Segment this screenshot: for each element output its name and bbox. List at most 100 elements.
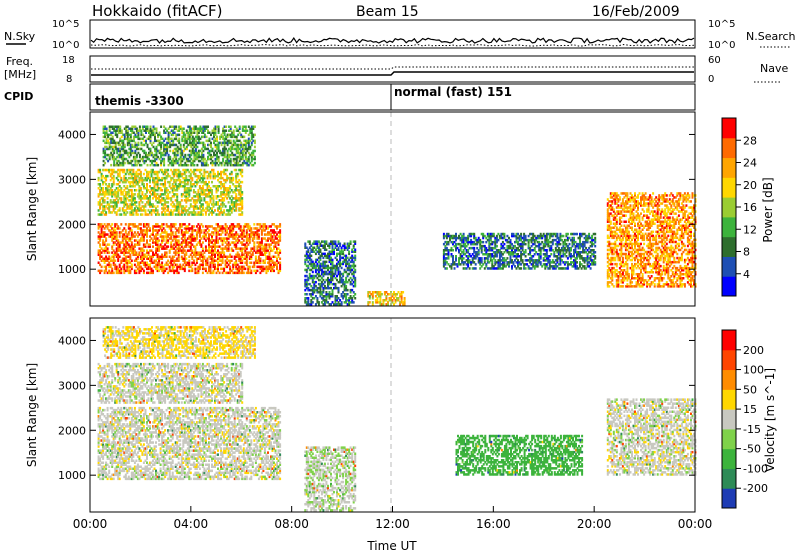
data-cell — [259, 265, 262, 269]
data-cell — [205, 161, 208, 165]
data-cell — [196, 141, 199, 145]
data-cell — [138, 172, 141, 176]
data-cell — [147, 225, 150, 228]
data-cell — [279, 265, 282, 269]
data-cell — [108, 183, 111, 186]
data-cell — [171, 263, 174, 267]
data-cell — [256, 231, 259, 234]
data-cell — [183, 183, 186, 186]
data-cell — [97, 269, 100, 273]
data-cell — [114, 133, 117, 137]
data-cell — [142, 233, 145, 236]
data-cell — [99, 239, 102, 242]
data-cell — [142, 249, 145, 252]
data-cell — [127, 233, 130, 236]
data-cell — [141, 137, 144, 141]
data-cell — [152, 163, 155, 167]
data-cell — [120, 197, 123, 200]
data-cell — [173, 187, 176, 190]
data-cell — [155, 180, 157, 184]
data-cell — [206, 263, 209, 267]
data-cell — [123, 227, 126, 230]
data-cell — [123, 174, 126, 178]
data-cell — [136, 193, 139, 196]
data-cell — [189, 189, 192, 192]
data-cell — [167, 159, 170, 163]
data-cell — [121, 247, 124, 250]
data-cell — [276, 265, 278, 269]
data-cell — [233, 197, 236, 200]
data-cell — [222, 137, 225, 141]
data-cell — [217, 187, 219, 190]
data-cell — [128, 127, 131, 130]
data-cell — [145, 153, 147, 157]
data-cell — [149, 257, 151, 260]
data-cell — [109, 229, 112, 232]
data-cell — [102, 180, 105, 184]
data-cell — [123, 133, 126, 137]
data-cell — [208, 174, 210, 178]
data-cell — [135, 205, 138, 208]
data-cell — [114, 189, 117, 192]
data-cell — [105, 137, 108, 141]
data-cell — [242, 231, 245, 234]
data-cell — [462, 232, 465, 236]
data-cell — [138, 251, 141, 254]
data-cell — [232, 176, 235, 180]
data-cell — [156, 257, 159, 260]
data-cell — [238, 255, 241, 258]
data-cell — [226, 239, 229, 242]
data-cell — [155, 163, 158, 167]
data-cell — [180, 195, 183, 198]
data-cell — [177, 174, 180, 178]
data-cell — [99, 185, 102, 188]
data-cell — [169, 137, 172, 141]
data-cell — [113, 157, 116, 161]
data-cell — [229, 229, 232, 232]
data-cell — [206, 185, 209, 188]
data-cell — [170, 269, 173, 273]
data-cell — [236, 199, 239, 202]
data-cell — [311, 270, 314, 274]
data-cell — [203, 235, 206, 238]
data-cell — [165, 168, 168, 172]
data-cell — [173, 174, 176, 178]
data-cell — [158, 225, 161, 228]
data-cell — [164, 203, 167, 206]
data-cell — [233, 168, 236, 172]
data-cell — [248, 241, 251, 244]
data-cell — [256, 233, 259, 236]
data-cell — [215, 237, 218, 240]
data-cell — [147, 257, 150, 260]
data-cell — [118, 172, 121, 176]
data-cell — [161, 141, 164, 145]
data-cell — [99, 191, 102, 194]
data-cell — [138, 153, 141, 157]
data-cell — [174, 207, 177, 210]
data-cell — [127, 251, 130, 254]
data-cell — [146, 137, 149, 141]
data-cell — [123, 178, 126, 182]
data-cell — [156, 209, 159, 212]
data-cell — [102, 155, 105, 159]
data-cell — [223, 153, 226, 157]
data-cell — [183, 235, 186, 238]
data-cell — [217, 143, 220, 147]
data-cell — [150, 187, 153, 190]
data-cell — [241, 205, 244, 208]
data-cell — [186, 187, 189, 190]
data-cell — [147, 197, 150, 200]
data-cell — [232, 163, 235, 167]
data-cell — [160, 161, 163, 165]
data-cell — [183, 259, 186, 262]
data-cell — [180, 229, 183, 232]
data-cell — [131, 143, 134, 147]
data-cell — [172, 129, 175, 132]
data-cell — [195, 235, 198, 238]
data-cell — [132, 245, 135, 248]
data-cell — [233, 237, 236, 240]
data-cell — [127, 168, 130, 172]
data-cell — [177, 259, 180, 262]
data-cell — [204, 170, 207, 174]
data-cell — [277, 235, 280, 238]
